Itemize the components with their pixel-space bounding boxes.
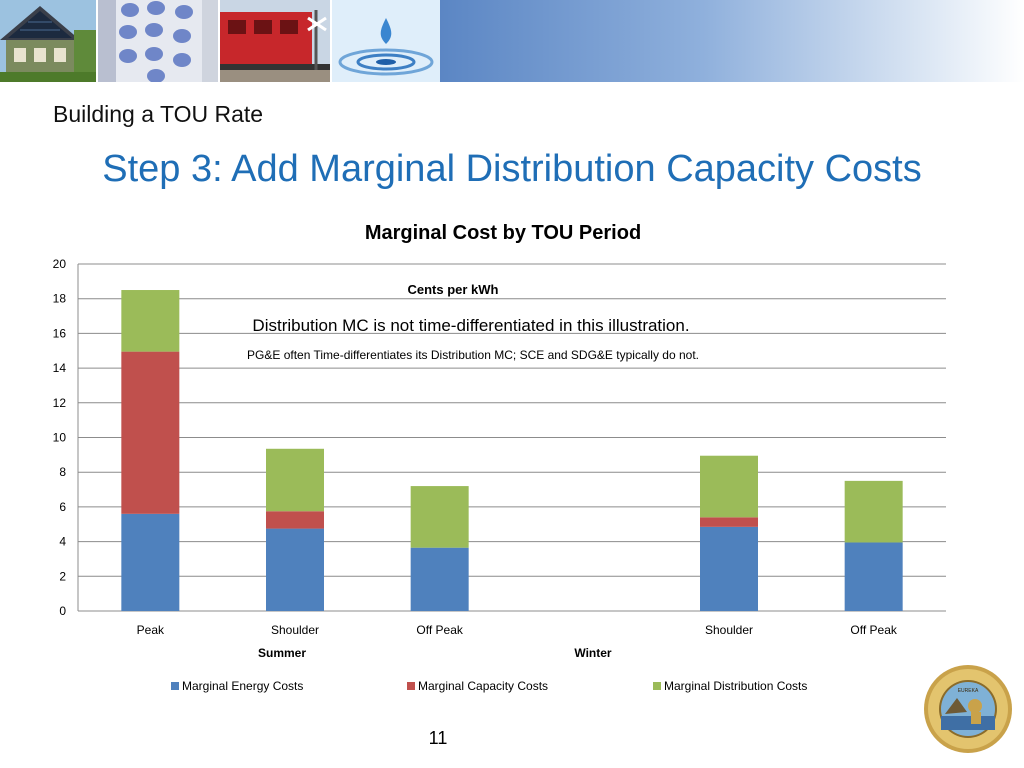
- y-tick-label: 4: [59, 535, 66, 549]
- x-tick-label: Off Peak: [416, 623, 463, 637]
- group-label-summer: Summer: [258, 646, 306, 660]
- bar-segment-capacity: [121, 351, 180, 514]
- y-tick-label: 2: [59, 569, 66, 583]
- bar-segment-capacity: [700, 517, 758, 527]
- legend-label: Marginal Capacity Costs: [418, 679, 548, 693]
- water-drop-photo: [332, 0, 440, 82]
- banner-gradient: [440, 0, 1024, 82]
- y-tick-label: 10: [53, 431, 67, 445]
- bar-segment-energy: [844, 542, 903, 611]
- bar-segment-distribution: [266, 448, 324, 512]
- x-tick-label: Off Peak: [850, 623, 897, 637]
- bar-segment-capacity: [266, 511, 324, 529]
- y-tick-label: 18: [53, 292, 67, 306]
- y-tick-label: 8: [59, 465, 66, 479]
- bar-segment-energy: [410, 547, 469, 611]
- phone-keypad-photo: [98, 0, 218, 82]
- x-tick-label: Shoulder: [271, 623, 319, 637]
- y-tick-label: 20: [53, 257, 67, 271]
- bar-segment-distribution: [121, 290, 180, 352]
- house-solar-photo: [0, 0, 96, 82]
- y-tick-label: 14: [53, 361, 67, 375]
- y-tick-label: 6: [59, 500, 66, 514]
- chart-title: Marginal Cost by TOU Period: [365, 222, 641, 244]
- legend-swatch: [653, 682, 661, 690]
- annotation-note: PG&E often Time-differentiates its Distr…: [247, 348, 699, 362]
- legend-label: Marginal Distribution Costs: [664, 679, 807, 693]
- train-photo: [220, 0, 330, 82]
- bar-segment-distribution: [410, 486, 469, 548]
- group-label-winter: Winter: [574, 646, 612, 660]
- y-tick-label: 0: [59, 604, 66, 618]
- bar-segment-energy: [700, 526, 758, 611]
- bar-segment-distribution: [700, 455, 758, 518]
- legend-label: Marginal Energy Costs: [182, 679, 303, 693]
- cpuc-seal-logo: EUREKA: [923, 664, 1013, 754]
- bar-segment-energy: [266, 528, 324, 611]
- y-axis-unit-label: Cents per kWh: [407, 282, 498, 297]
- bar-segment-distribution: [844, 480, 903, 543]
- x-tick-label: Shoulder: [705, 623, 753, 637]
- svg-text:EUREKA: EUREKA: [958, 688, 979, 694]
- y-tick-label: 16: [53, 326, 67, 340]
- y-tick-label: 12: [53, 396, 67, 410]
- legend-swatch: [407, 682, 415, 690]
- header-banner: [0, 0, 1024, 82]
- slide-title: Step 3: Add Marginal Distribution Capaci…: [102, 148, 922, 190]
- legend-swatch: [171, 682, 179, 690]
- bar-segment-energy: [121, 513, 180, 611]
- slide-subtitle: Building a TOU Rate: [53, 101, 264, 127]
- page-number: 11: [428, 728, 448, 748]
- x-tick-label: Peak: [137, 623, 165, 637]
- chart-legend: Marginal Energy Costs Marginal Capacity C…: [171, 679, 807, 693]
- annotation-main: Distribution MC is not time-differentiat…: [252, 316, 689, 335]
